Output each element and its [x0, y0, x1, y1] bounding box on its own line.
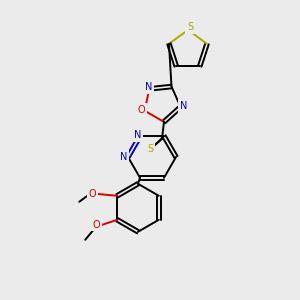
Text: S: S — [187, 22, 193, 32]
Text: N: N — [145, 82, 152, 92]
Text: N: N — [120, 152, 128, 162]
Text: O: O — [88, 189, 96, 199]
Text: O: O — [92, 220, 100, 230]
Text: N: N — [180, 101, 187, 111]
Text: O: O — [138, 105, 146, 115]
Text: N: N — [134, 130, 142, 140]
Text: S: S — [147, 144, 153, 154]
